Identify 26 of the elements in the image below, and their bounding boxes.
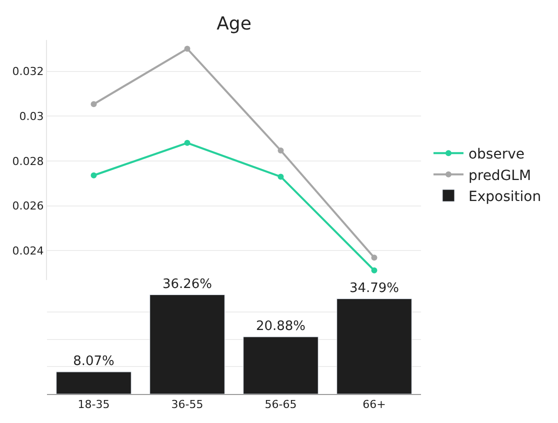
x-tick-label: 66+ (362, 398, 386, 412)
y-tick-label: 0.028 (12, 154, 44, 168)
y-tick-label: 0.03 (19, 110, 44, 124)
data-label: 36.26% (162, 276, 212, 292)
point (278, 148, 284, 154)
bar (56, 372, 132, 394)
x-tick-label: 18-35 (78, 398, 110, 412)
point (278, 174, 284, 180)
point (371, 267, 378, 274)
data-label: 20.88% (256, 318, 306, 334)
legend-label: Exposition (468, 188, 542, 205)
point (184, 140, 190, 146)
y-tick-label: 0.026 (12, 200, 44, 213)
data-label: 34.79% (349, 280, 400, 296)
point (184, 46, 190, 52)
x-tick-label: 56-65 (264, 398, 297, 412)
point (90, 172, 97, 178)
data-label: 8.07% (73, 354, 114, 369)
x-tick-label: 36-55 (171, 398, 204, 412)
legend-label: observe (468, 146, 524, 163)
legend-label: predGLM (468, 168, 532, 184)
point (90, 101, 97, 108)
point (371, 254, 378, 261)
chart-title: Age (216, 14, 252, 35)
y-tick-label: 0.032 (12, 65, 44, 78)
y-tick-label: 0.024 (12, 244, 44, 258)
